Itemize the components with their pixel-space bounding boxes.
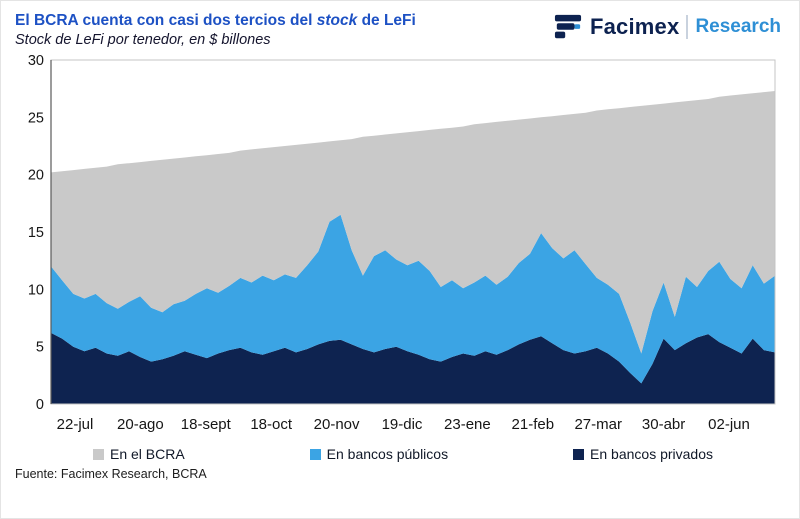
chart-title-prefix: El BCRA cuenta con casi dos tercios del: [15, 12, 317, 29]
chart-title: El BCRA cuenta con casi dos tercios del …: [15, 11, 416, 30]
x-tick-label: 19-dic: [382, 416, 423, 433]
y-tick-label: 20: [28, 168, 44, 184]
facimex-logo-icon: [553, 13, 583, 41]
legend-item-publicos: En bancos públicos: [309, 446, 449, 463]
x-tick-label: 18-oct: [250, 416, 293, 433]
legend-label-privados: En bancos privados: [590, 446, 713, 463]
legend-swatch-publicos: [309, 448, 321, 460]
legend-label-publicos: En bancos públicos: [326, 446, 449, 463]
titles-block: El BCRA cuenta con casi dos tercios del …: [15, 11, 416, 48]
x-tick-label: 20-ago: [117, 416, 164, 433]
x-tick-label: 23-ene: [444, 416, 491, 433]
x-tick-label: 22-jul: [57, 416, 94, 433]
x-tick-label: 21-feb: [512, 416, 555, 433]
legend-label-bcra: En el BCRA: [110, 446, 185, 463]
brand-separator: [686, 15, 689, 39]
y-tick-label: 30: [28, 53, 44, 69]
brand-name: Facimex: [589, 14, 680, 39]
y-tick-label: 5: [36, 340, 44, 356]
stacked-area-chart: 0 5 10 15 20 25 30 22-jul 20-ago 18-sept 18-oct 20-…: [28, 53, 776, 433]
legend-item-privados: En bancos privados: [573, 446, 713, 462]
x-tick-label: 20-nov: [314, 416, 360, 433]
x-tick-label: 02-jun: [708, 416, 750, 433]
chart-area: 0 5 10 15 20 25 30 22-jul 20-ago 18-sept 18-oct 20-…: [15, 52, 785, 445]
legend-swatch-bcra: [93, 448, 104, 460]
legend-swatch-privados: [573, 448, 585, 460]
y-tick-label: 25: [28, 111, 44, 127]
chart-title-italic: stock: [316, 12, 358, 29]
y-tick-label: 15: [28, 225, 44, 241]
brand-research-label: Research: [695, 16, 781, 37]
x-tick-label: 18-sept: [181, 416, 232, 433]
chart-title-suffix: de LeFi: [357, 12, 416, 29]
x-tick-label: 27-mar: [574, 416, 622, 433]
source-note: Fuente: Facimex Research, BCRA: [15, 467, 207, 482]
area-en-el-bcra: [51, 91, 775, 354]
x-tick-label: 30-abr: [642, 416, 685, 433]
chart-legend: En el BCRA En bancos públicos En bancos …: [15, 446, 785, 462]
area-en-bancos-p-blicos: [51, 215, 775, 384]
brand-block: Facimex Research: [553, 13, 781, 41]
legend-item-bcra: En el BCRA: [93, 446, 185, 462]
chart-subtitle: Stock de LeFi por tenedor, en $ billones: [15, 32, 271, 49]
y-tick-label: 10: [28, 283, 44, 299]
area-en-bancos-privados: [51, 333, 775, 405]
y-tick-label: 0: [36, 397, 44, 413]
header: El BCRA cuenta con casi dos tercios del …: [15, 11, 785, 48]
